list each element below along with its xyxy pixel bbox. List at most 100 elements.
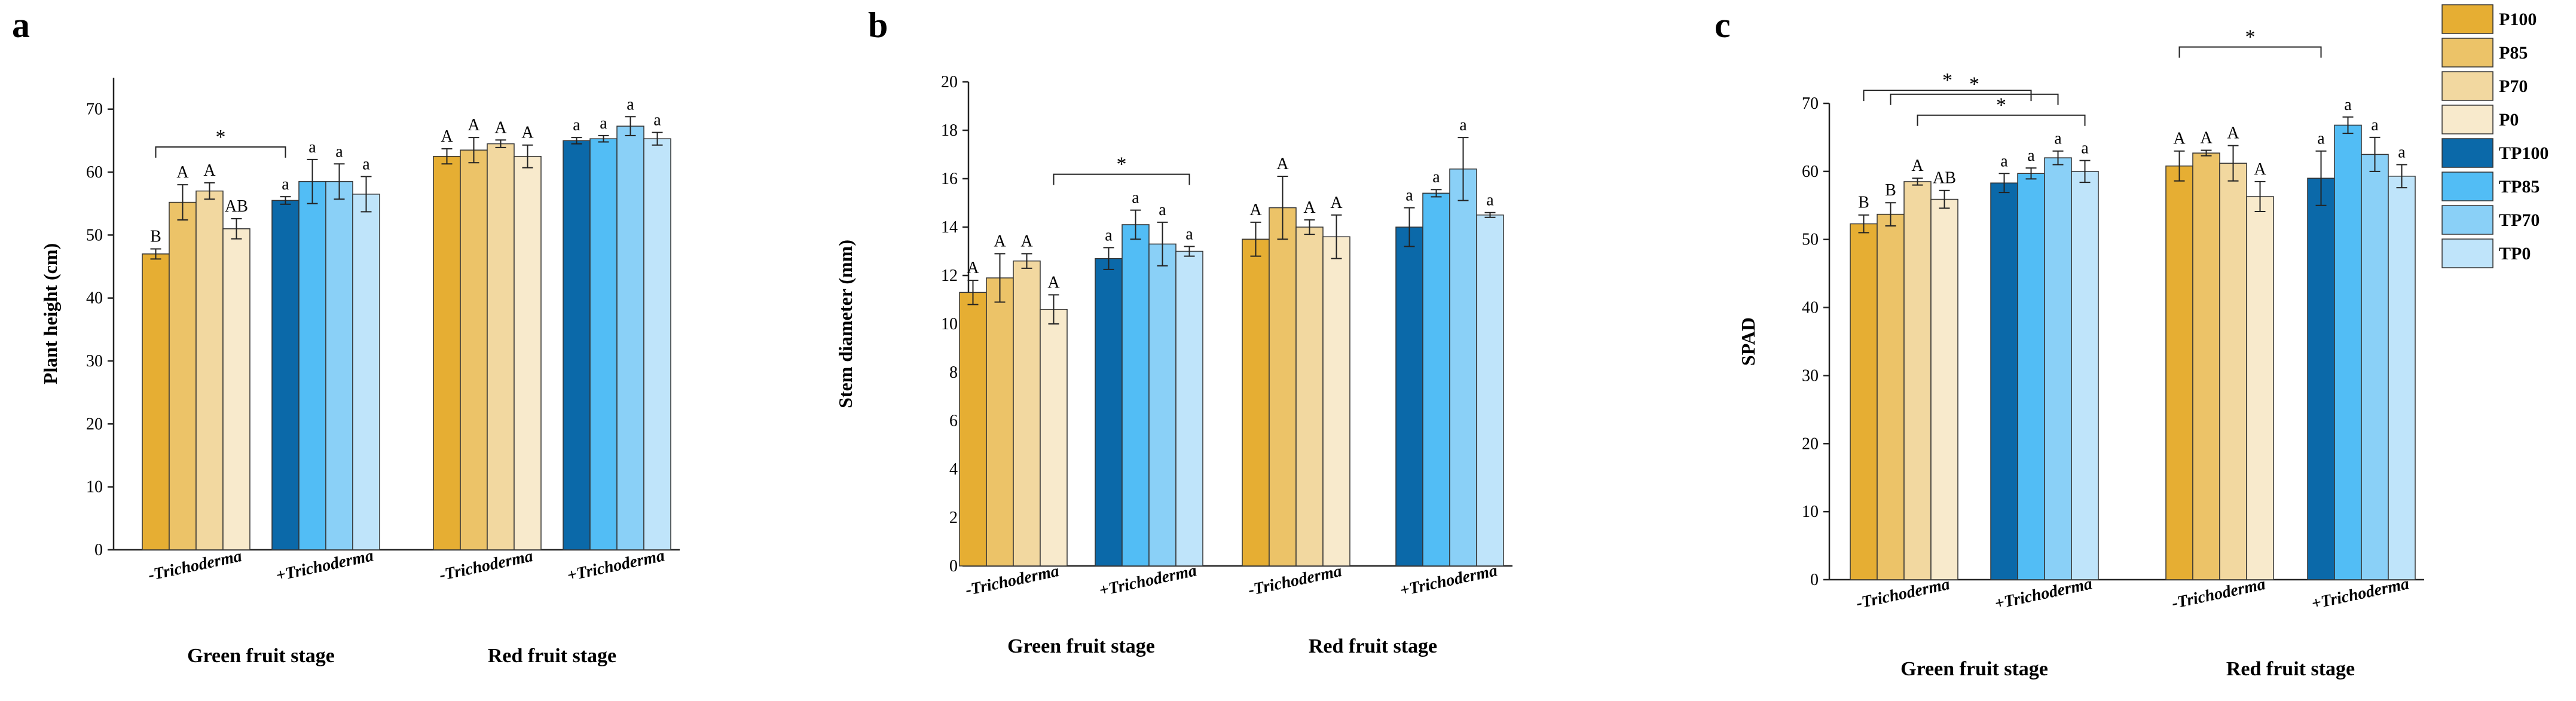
panel-label: b <box>868 5 888 45</box>
bar-tp70 <box>616 125 644 550</box>
significance-letter: a <box>627 95 634 114</box>
significance-letter: a <box>1132 189 1139 207</box>
bar-tp0 <box>2388 176 2416 580</box>
significance-letter: B <box>150 228 161 246</box>
x-category-label: +Trichoderma <box>1398 561 1499 600</box>
bar-tp0 <box>1175 250 1203 567</box>
legend-label: TP0 <box>2499 244 2531 264</box>
bar-tp85 <box>2334 124 2362 580</box>
legend-label: TP85 <box>2499 177 2540 197</box>
significance-letter: a <box>1159 201 1166 219</box>
significance-letter: A <box>967 259 979 277</box>
bar-tp70 <box>2361 154 2389 580</box>
significance-letter: a <box>2081 139 2089 158</box>
y-tick-label: 0 <box>949 557 958 576</box>
bar-p100 <box>433 155 461 550</box>
bar-p85 <box>1877 213 1905 580</box>
bar-tp85 <box>589 138 618 550</box>
bar-p0 <box>1040 308 1068 567</box>
y-tick-label: 10 <box>941 315 958 333</box>
significance-star: * <box>2245 26 2256 48</box>
bar-tp0 <box>2071 171 2099 580</box>
bar-p70 <box>1903 181 1932 580</box>
significance-letter: A <box>1911 157 1924 175</box>
bar-p70 <box>1295 226 1324 567</box>
stage-label: Green fruit stage <box>1007 635 1155 657</box>
y-tick-label: 0 <box>94 541 103 559</box>
bar-p70 <box>487 143 515 550</box>
y-tick-label: 10 <box>1802 503 1819 521</box>
legend-swatch-tp85 <box>2441 172 2494 201</box>
significance-letter: A <box>494 118 507 137</box>
bar-tp100 <box>1395 226 1423 567</box>
stage-label: Red fruit stage <box>488 645 616 667</box>
legend-swatch-tp100 <box>2441 138 2494 168</box>
bar-tp85 <box>1422 192 1450 567</box>
legend-label: P85 <box>2499 43 2528 63</box>
bar-p0 <box>1930 198 1958 580</box>
significance-letter: a <box>335 142 343 161</box>
significance-letter: B <box>1858 194 1869 212</box>
significance-letter: A <box>2200 129 2213 148</box>
bar-tp85 <box>2017 173 2045 580</box>
significance-letter: AB <box>225 197 248 216</box>
significance-letter: B <box>1885 181 1896 200</box>
significance-letter: a <box>2371 116 2379 134</box>
x-category-label: -Trichoderma <box>438 547 534 584</box>
y-tick-label: 50 <box>86 226 103 244</box>
bar-p0 <box>1322 236 1350 567</box>
stage-label: Green fruit stage <box>1900 658 2048 680</box>
y-tick-label: 16 <box>941 170 958 188</box>
y-tick-label: 60 <box>1802 163 1819 181</box>
significance-letter: a <box>282 175 289 194</box>
y-tick-label: 20 <box>941 73 958 91</box>
bar-tp0 <box>1476 215 1504 567</box>
panel-label: c <box>1715 5 1731 45</box>
bar-p85 <box>169 201 197 550</box>
significance-bracket <box>1863 90 2032 102</box>
legend-swatch-p0 <box>2441 105 2494 134</box>
y-tick-label: 0 <box>1810 571 1819 589</box>
bar-tp0 <box>352 194 380 550</box>
significance-letter: a <box>2000 152 2008 170</box>
bar-p70 <box>1013 260 1041 567</box>
bar-tp100 <box>1095 258 1123 567</box>
legend-label: P70 <box>2499 76 2528 96</box>
y-tick-label: 20 <box>86 415 103 433</box>
significance-bracket <box>155 146 286 158</box>
y-tick-label: 6 <box>949 412 958 430</box>
bar-p100 <box>959 292 987 567</box>
legend: P100 P85 P70 P0 TP100 TP85 TP70 TP0 <box>2441 4 2549 268</box>
legend-swatch-tp70 <box>2441 205 2494 235</box>
y-axis-title: SPAD <box>1737 317 1759 366</box>
significance-letter: a <box>1405 186 1413 205</box>
legend-label: P0 <box>2499 110 2519 130</box>
stage-label: Red fruit stage <box>1309 635 1437 657</box>
legend-swatch-p85 <box>2441 38 2494 68</box>
significance-letter: A <box>467 116 480 134</box>
significance-letter: a <box>653 111 661 130</box>
bar-p0 <box>222 228 250 550</box>
x-category-label: +Trichoderma <box>1098 561 1199 600</box>
significance-star: * <box>216 126 226 148</box>
significance-letter: a <box>1432 168 1440 186</box>
y-tick-label: 4 <box>949 460 958 479</box>
y-axis-title: Plant height (cm) <box>39 243 61 384</box>
y-tick-label: 10 <box>86 478 103 497</box>
significance-letter: A <box>1047 273 1060 292</box>
bar-p100 <box>1850 223 1878 580</box>
significance-letter: a <box>362 155 370 173</box>
y-axis-title: Stem diameter (mm) <box>835 240 856 408</box>
significance-letter: A <box>1249 201 1262 219</box>
significance-letter: A <box>2254 160 2266 179</box>
bar-tp70 <box>325 181 353 550</box>
y-tick-label: 12 <box>941 267 958 285</box>
y-tick-label: 70 <box>1802 94 1819 113</box>
y-tick-label: 40 <box>86 289 103 308</box>
y-tick-label: 8 <box>949 363 958 382</box>
significance-letter: A <box>1303 198 1316 217</box>
bar-tp70 <box>1449 169 1477 567</box>
